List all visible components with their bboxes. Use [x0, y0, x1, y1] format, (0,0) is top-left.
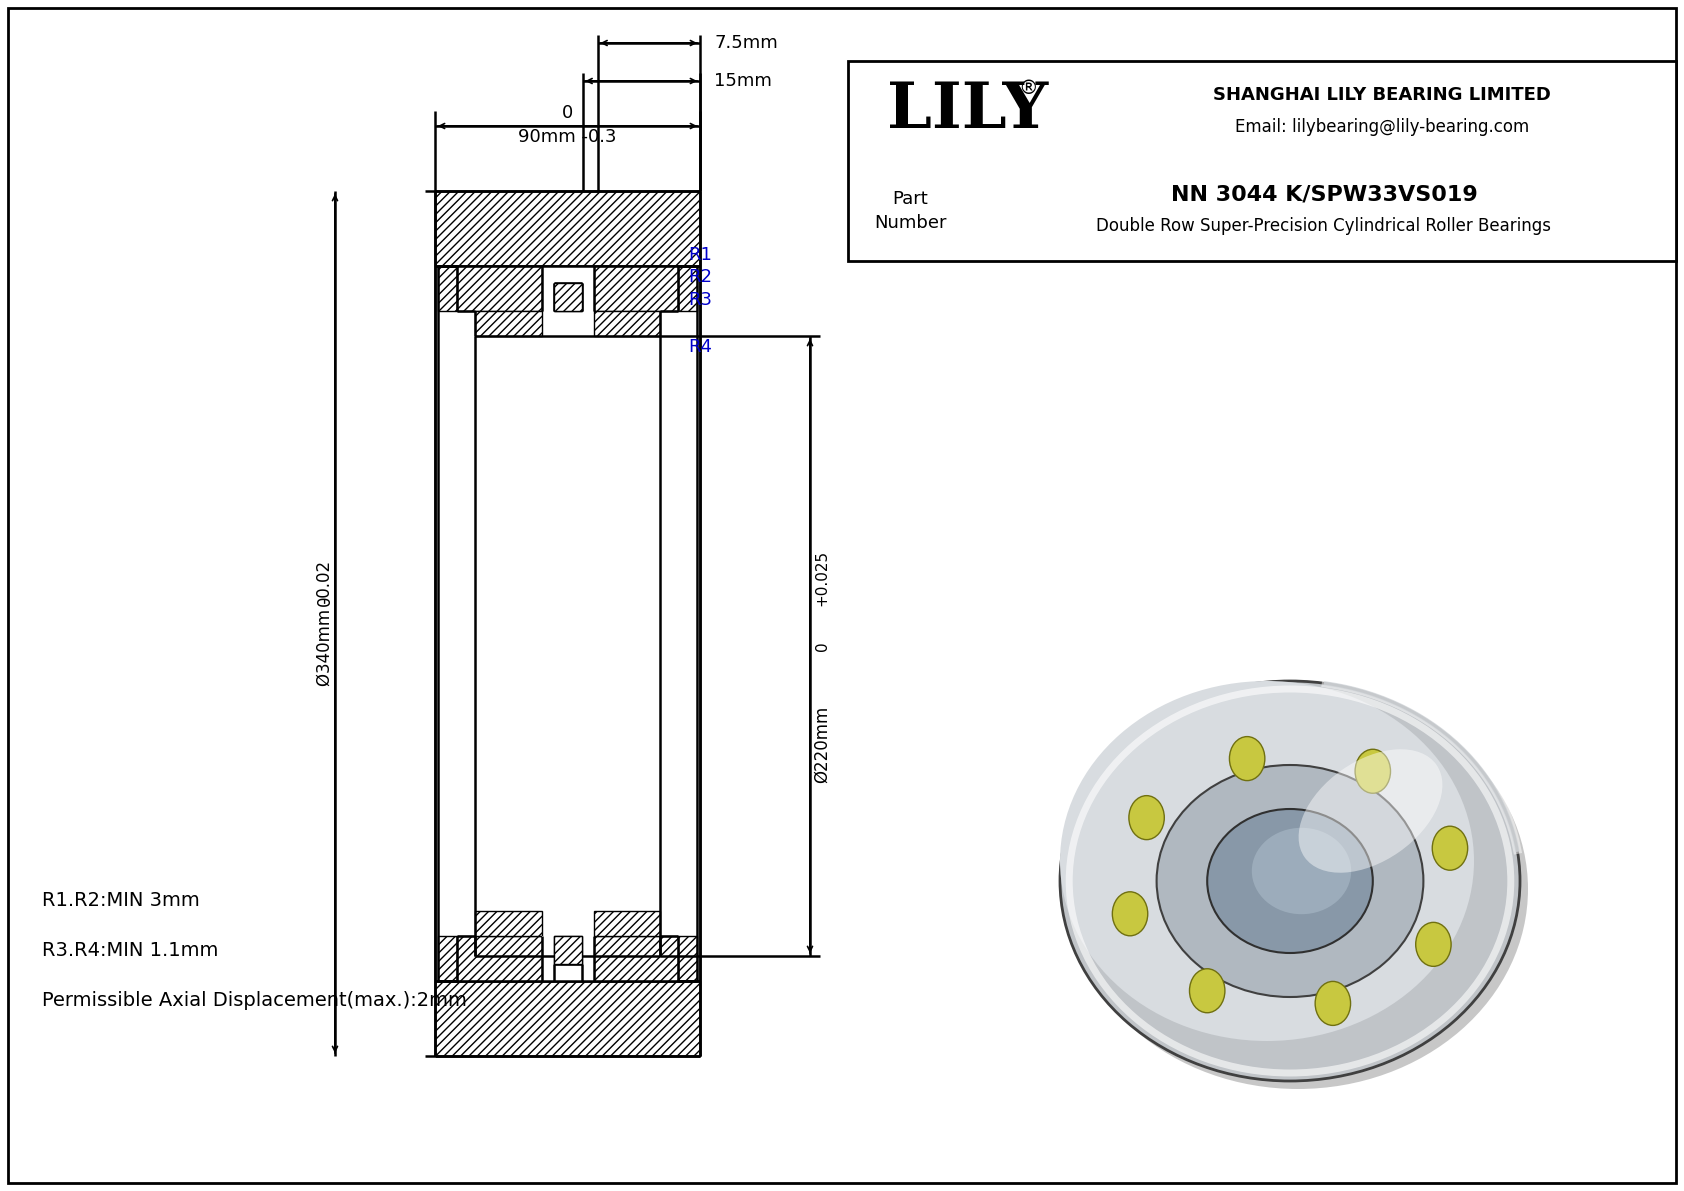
Text: Ø340mm -0.02: Ø340mm -0.02 [317, 561, 333, 686]
Text: 0: 0 [562, 104, 573, 121]
Text: 7.5mm: 7.5mm [714, 35, 778, 52]
Bar [593, 911, 660, 936]
Text: +0.025: +0.025 [815, 550, 830, 606]
Bar [456, 266, 542, 311]
Text: Double Row Super-Precision Cylindrical Roller Bearings: Double Row Super-Precision Cylindrical R… [1096, 217, 1551, 235]
Bar [554, 283, 581, 311]
Ellipse shape [1068, 690, 1527, 1089]
Text: LILY: LILY [887, 81, 1049, 142]
Text: 0: 0 [815, 641, 830, 650]
Bar [554, 936, 581, 964]
Bar [434, 191, 701, 266]
Text: Part: Part [893, 191, 928, 208]
Polygon shape [438, 936, 456, 981]
Text: Ø220mm: Ø220mm [813, 706, 830, 784]
Text: R2: R2 [689, 268, 712, 286]
Text: Email: lilybearing@lily-bearing.com: Email: lilybearing@lily-bearing.com [1234, 118, 1529, 136]
Ellipse shape [1229, 736, 1265, 780]
Bar [434, 981, 701, 1056]
Text: Number: Number [874, 214, 946, 232]
Text: R4: R4 [689, 338, 712, 356]
Bar [475, 911, 542, 936]
Bar [849, 61, 1676, 261]
Polygon shape [679, 936, 697, 981]
Ellipse shape [1113, 892, 1148, 936]
Ellipse shape [1207, 809, 1372, 953]
Ellipse shape [1356, 749, 1391, 793]
Bar [554, 283, 581, 311]
Text: 90mm -0.3: 90mm -0.3 [519, 127, 616, 146]
Text: ®: ® [1019, 80, 1037, 99]
Text: R1: R1 [689, 247, 712, 264]
Text: 0: 0 [317, 596, 333, 605]
Text: SHANGHAI LILY BEARING LIMITED: SHANGHAI LILY BEARING LIMITED [1212, 86, 1551, 104]
Bar [542, 266, 593, 311]
Polygon shape [679, 266, 697, 311]
Ellipse shape [1416, 922, 1452, 966]
Text: R3.R4:MIN 1.1mm: R3.R4:MIN 1.1mm [42, 942, 219, 960]
Ellipse shape [1189, 968, 1224, 1012]
Bar [593, 311, 660, 336]
Text: R1.R2:MIN 3mm: R1.R2:MIN 3mm [42, 892, 200, 910]
Ellipse shape [1298, 749, 1443, 873]
Text: 15mm: 15mm [714, 71, 771, 91]
Bar [542, 936, 593, 981]
Ellipse shape [1059, 681, 1521, 1081]
Polygon shape [438, 266, 456, 311]
Ellipse shape [1433, 827, 1468, 871]
Bar [475, 311, 542, 336]
Ellipse shape [1315, 981, 1351, 1025]
Text: R3: R3 [689, 291, 712, 308]
Bar [593, 266, 679, 311]
Ellipse shape [1157, 765, 1423, 997]
Text: Permissible Axial Displacement(max.):2mm: Permissible Axial Displacement(max.):2mm [42, 991, 466, 1010]
Text: NN 3044 K/SPW33VS019: NN 3044 K/SPW33VS019 [1170, 183, 1477, 204]
Bar [456, 936, 542, 981]
Ellipse shape [1251, 828, 1351, 915]
Bar [593, 936, 679, 981]
Bar [554, 936, 581, 964]
Ellipse shape [1128, 796, 1164, 840]
Ellipse shape [1059, 681, 1474, 1041]
